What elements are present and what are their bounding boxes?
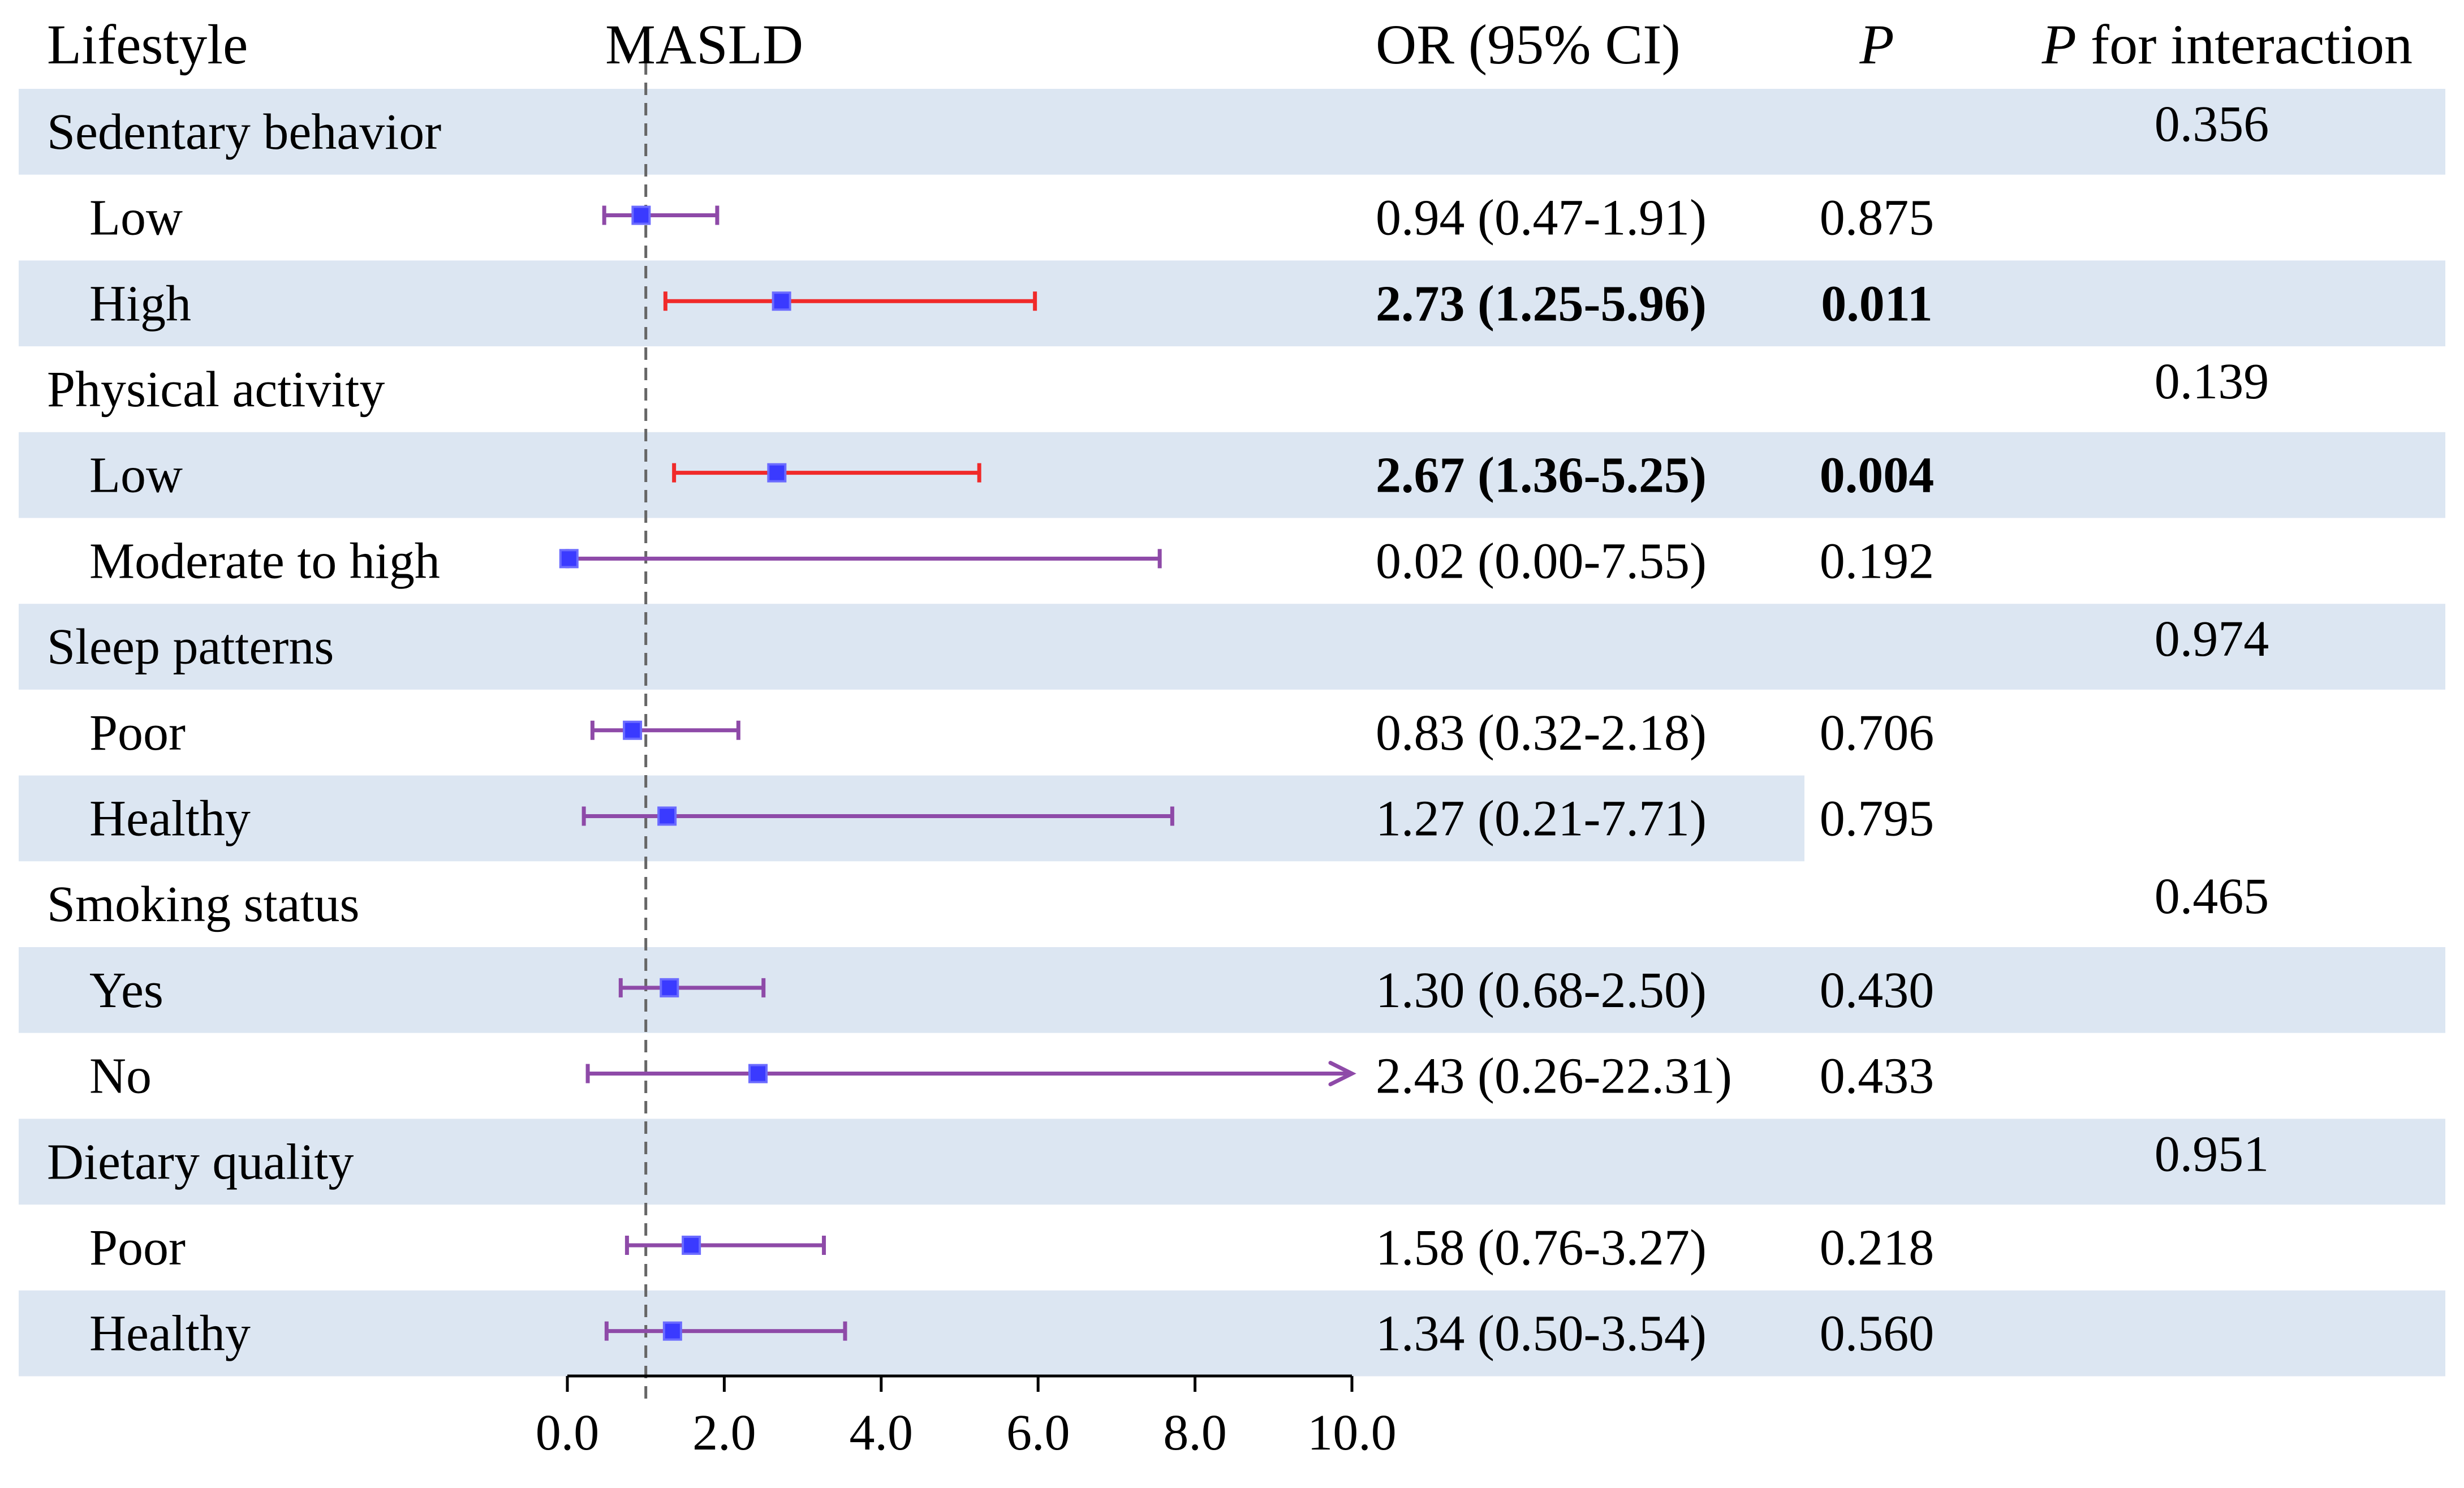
or-point [767,463,787,483]
or-point [657,806,677,826]
p-value: 0.795 [1820,790,1935,846]
x-tick-label: 8.0 [1163,1405,1227,1461]
x-tick-label: 10.0 [1307,1405,1397,1461]
group-label: Dietary quality [47,1134,354,1190]
row-band [19,947,2445,1033]
table-text: Sedentary behavior 0.356 Low 0.94 (0.47-1.9… [47,96,2269,1362]
or-ci-value: 1.58 (0.76-3.27) [1376,1220,1707,1276]
or-point [631,205,651,225]
or-point [559,549,579,569]
row-bands [19,89,2445,1377]
or-point [662,1321,682,1341]
or-ci-value: 1.27 (0.21-7.71) [1376,790,1707,846]
header-lifestyle: Lifestyle [47,13,248,76]
p-interaction-value: 0.951 [2155,1126,2269,1182]
subgroup-label: Moderate to high [89,533,440,589]
subgroup-label: High [89,276,191,332]
or-point [772,291,791,311]
header-or-ci: OR (95% CI) [1376,13,1681,76]
ci-mark [581,806,1174,826]
header-p-interaction-rest: for interaction [2077,13,2413,76]
x-axis: 0.0 2.0 4.0 6.0 8.0 10.0 [536,1374,1397,1461]
group-label: Sedentary behavior [47,104,441,160]
p-interaction-value: 0.139 [2155,354,2269,410]
group-label: Smoking status [47,876,360,932]
or-point [748,1064,768,1083]
row-band [19,775,1804,862]
or-ci-value: 2.73 (1.25-5.96) [1376,276,1707,332]
row-band [19,432,2445,518]
ci-mark [618,978,766,997]
subgroup-label: Healthy [89,790,251,846]
p-value: 0.875 [1820,190,1935,246]
or-ci-value: 1.34 (0.50-3.54) [1376,1306,1707,1362]
or-ci-value: 2.43 (0.26-22.31) [1376,1048,1732,1104]
ci-mark [590,720,740,740]
row-band [19,1119,2445,1205]
ci-mark [672,463,981,483]
subgroup-label: Poor [89,1220,186,1276]
ci-mark [604,1321,847,1341]
header-p-interaction: P for interaction [2041,13,2413,76]
ci-mark [663,291,1037,311]
p-value: 0.433 [1820,1048,1935,1104]
p-value: 0.004 [1820,448,1935,504]
x-tick-label: 6.0 [1006,1405,1070,1461]
ci-layer [559,205,1356,1341]
p-value: 0.192 [1820,533,1935,589]
header-row: Lifestyle MASLD OR (95% CI) P P for inte… [47,13,2413,76]
subgroup-label: Healthy [89,1306,251,1362]
or-point [682,1235,701,1255]
ci-mark [559,549,1162,569]
ci-mark [602,205,720,225]
row-band [19,1290,2445,1377]
p-value: 0.560 [1820,1306,1935,1362]
subgroup-label: Yes [89,962,163,1018]
x-tick-label: 4.0 [850,1405,914,1461]
or-ci-value: 1.30 (0.68-2.50) [1376,962,1707,1018]
p-interaction-value: 0.356 [2155,96,2269,152]
p-value: 0.011 [1821,276,1933,332]
subgroup-label: Low [89,190,183,246]
or-ci-value: 0.83 (0.32-2.18) [1376,705,1707,761]
header-outcome: MASLD [605,13,803,76]
subgroup-label: No [89,1048,152,1104]
or-ci-value: 2.67 (1.36-5.25) [1376,448,1707,504]
or-ci-value: 0.94 (0.47-1.91) [1376,190,1707,246]
ci-mark [585,1061,1356,1087]
subgroup-label: Low [89,448,183,504]
p-interaction-value: 0.974 [2155,611,2269,667]
p-interaction-value: 0.465 [2155,868,2269,924]
x-tick-label: 2.0 [692,1405,756,1461]
ci-mark [624,1235,826,1255]
row-band [19,89,2445,175]
or-point [660,978,679,997]
row-band [19,604,2445,690]
p-value: 0.430 [1820,962,1935,1018]
or-point [623,720,643,740]
or-ci-value: 0.02 (0.00-7.55) [1376,533,1707,589]
subgroup-label: Poor [89,705,186,761]
header-p-interaction-italic: P [2041,13,2077,76]
ci-arrow [1328,1061,1356,1087]
p-value: 0.706 [1820,705,1935,761]
group-label: Physical activity [47,362,385,418]
row-band [19,260,2445,347]
x-tick-label: 0.0 [536,1405,600,1461]
header-p: P [1859,13,1894,76]
p-value: 0.218 [1820,1220,1935,1276]
group-label: Sleep patterns [47,619,334,675]
